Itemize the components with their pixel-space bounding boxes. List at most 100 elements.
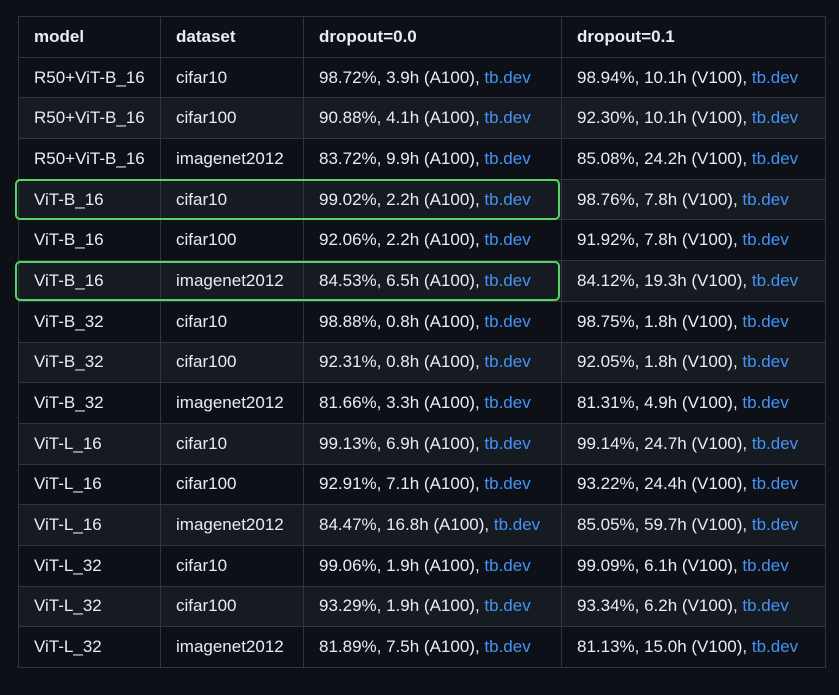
- cell-result-text: 84.12%, 19.3h (V100),: [577, 270, 752, 290]
- table-row: ViT-B_32 cifar10 98.88%, 0.8h (A100), tb.d…: [18, 300, 826, 343]
- tensorboard-link[interactable]: tb.dev: [742, 352, 789, 372]
- tensorboard-link[interactable]: tb.dev: [751, 433, 799, 453]
- tensorboard-link[interactable]: tb.dev: [484, 189, 531, 209]
- cell-result-text: 81.13%, 15.0h (V100),: [577, 637, 752, 657]
- cell-model: ViT-L_16: [18, 463, 161, 506]
- cell-dropout-0: 84.47%, 16.8h (A100), tb.dev: [303, 504, 562, 546]
- cell-model: ViT-B_32: [18, 341, 161, 384]
- tensorboard-link[interactable]: tb.dev: [484, 230, 531, 250]
- table-row: ViT-B_16 cifar10 99.02%, 2.2h (A100), tb.d…: [18, 178, 826, 221]
- table-header-row: model dataset dropout=0.0 dropout=0.1: [18, 16, 826, 58]
- tensorboard-link[interactable]: tb.dev: [742, 596, 789, 616]
- tensorboard-link[interactable]: tb.dev: [751, 108, 799, 128]
- tensorboard-link[interactable]: tb.dev: [484, 67, 531, 87]
- cell-dataset: cifar100: [160, 585, 304, 628]
- cell-model: ViT-B_32: [18, 382, 161, 424]
- tensorboard-link[interactable]: tb.dev: [751, 637, 799, 657]
- cell-dataset: cifar100: [160, 463, 304, 506]
- tensorboard-link[interactable]: tb.dev: [751, 148, 799, 168]
- tensorboard-link[interactable]: tb.dev: [742, 311, 789, 331]
- cell-model: R50+ViT-B_16: [18, 56, 161, 99]
- table-row: ViT-L_16 imagenet2012 84.47%, 16.8h (A100)…: [18, 504, 826, 546]
- cell-model: ViT-B_16: [18, 178, 161, 221]
- tensorboard-link[interactable]: tb.dev: [484, 555, 531, 575]
- tensorboard-link[interactable]: tb.dev: [751, 474, 799, 494]
- cell-dropout-1: 93.34%, 6.2h (V100), tb.dev: [561, 585, 826, 628]
- cell-dropout-1: 81.31%, 4.9h (V100), tb.dev: [561, 382, 826, 424]
- cell-result-text: 91.92%, 7.8h (V100),: [577, 230, 743, 250]
- cell-dropout-1: 93.22%, 24.4h (V100), tb.dev: [561, 463, 826, 506]
- cell-dropout-0: 81.89%, 7.5h (A100), tb.dev: [303, 626, 562, 668]
- cell-result-text: 81.66%, 3.3h (A100),: [319, 393, 485, 413]
- tensorboard-link[interactable]: tb.dev: [742, 189, 789, 209]
- tensorboard-link[interactable]: tb.dev: [484, 108, 531, 128]
- tensorboard-link[interactable]: tb.dev: [751, 270, 799, 290]
- cell-result-text: 99.02%, 2.2h (A100),: [319, 189, 485, 209]
- tensorboard-link[interactable]: tb.dev: [493, 515, 541, 535]
- cell-result-text: 92.05%, 1.8h (V100),: [577, 352, 743, 372]
- tensorboard-link[interactable]: tb.dev: [484, 393, 531, 413]
- cell-dataset: cifar10: [160, 300, 304, 343]
- table-row: ViT-B_16 cifar100 92.06%, 2.2h (A100), tb.…: [18, 219, 826, 262]
- cell-result-text: 92.30%, 10.1h (V100),: [577, 108, 752, 128]
- cell-result-text: 98.94%, 10.1h (V100),: [577, 67, 752, 87]
- table-row: ViT-L_16 cifar100 92.91%, 7.1h (A100), tb.…: [18, 463, 826, 506]
- cell-result-text: 84.53%, 6.5h (A100),: [319, 270, 485, 290]
- table-row: ViT-B_16 imagenet2012 84.53%, 6.5h (A100),…: [18, 260, 826, 302]
- table-row: ViT-L_32 imagenet2012 81.89%, 7.5h (A100),…: [18, 626, 826, 668]
- tensorboard-link[interactable]: tb.dev: [751, 67, 799, 87]
- cell-result-text: 92.31%, 0.8h (A100),: [319, 352, 485, 372]
- cell-result-text: 99.06%, 1.9h (A100),: [319, 555, 485, 575]
- header-dataset: dataset: [160, 16, 304, 58]
- table-row: R50+ViT-B_16 cifar10 98.72%, 3.9h (A100), …: [18, 56, 826, 99]
- cell-result-text: 99.09%, 6.1h (V100),: [577, 555, 743, 575]
- cell-model: R50+ViT-B_16: [18, 97, 161, 140]
- cell-dataset: cifar100: [160, 341, 304, 384]
- header-dropout-1: dropout=0.1: [561, 16, 826, 58]
- tensorboard-link[interactable]: tb.dev: [742, 230, 789, 250]
- tensorboard-link[interactable]: tb.dev: [484, 270, 531, 290]
- cell-dataset: cifar100: [160, 97, 304, 140]
- cell-result-text: 93.29%, 1.9h (A100),: [319, 596, 485, 616]
- cell-model: ViT-L_16: [18, 504, 161, 546]
- cell-result-text: 85.08%, 24.2h (V100),: [577, 148, 752, 168]
- tensorboard-link[interactable]: tb.dev: [484, 311, 531, 331]
- tensorboard-link[interactable]: tb.dev: [484, 352, 531, 372]
- cell-model: R50+ViT-B_16: [18, 138, 161, 180]
- cell-result-text: 83.72%, 9.9h (A100),: [319, 148, 485, 168]
- cell-result-text: 98.75%, 1.8h (V100),: [577, 311, 743, 331]
- cell-model: ViT-B_32: [18, 300, 161, 343]
- table-row: ViT-L_16 cifar10 99.13%, 6.9h (A100), tb.d…: [18, 422, 826, 465]
- results-table: model dataset dropout=0.0 dropout=0.1 R5…: [18, 16, 826, 668]
- tensorboard-link[interactable]: tb.dev: [751, 515, 799, 535]
- cell-dataset: imagenet2012: [160, 504, 304, 546]
- tensorboard-link[interactable]: tb.dev: [742, 393, 789, 413]
- tensorboard-link[interactable]: tb.dev: [484, 596, 531, 616]
- cell-dropout-1: 92.05%, 1.8h (V100), tb.dev: [561, 341, 826, 384]
- cell-result-text: 93.34%, 6.2h (V100),: [577, 596, 743, 616]
- cell-dataset: imagenet2012: [160, 260, 304, 302]
- tensorboard-link[interactable]: tb.dev: [484, 637, 531, 657]
- tensorboard-link[interactable]: tb.dev: [484, 474, 531, 494]
- cell-result-text: 85.05%, 59.7h (V100),: [577, 515, 752, 535]
- cell-dropout-1: 98.75%, 1.8h (V100), tb.dev: [561, 300, 826, 343]
- tensorboard-link[interactable]: tb.dev: [484, 433, 531, 453]
- cell-result-text: 90.88%, 4.1h (A100),: [319, 108, 485, 128]
- cell-dataset: cifar10: [160, 544, 304, 587]
- cell-dropout-0: 92.91%, 7.1h (A100), tb.dev: [303, 463, 562, 506]
- cell-dropout-0: 99.02%, 2.2h (A100), tb.dev: [303, 178, 562, 221]
- cell-result-text: 99.13%, 6.9h (A100),: [319, 433, 485, 453]
- cell-dropout-0: 98.88%, 0.8h (A100), tb.dev: [303, 300, 562, 343]
- cell-model: ViT-B_16: [18, 219, 161, 262]
- cell-dropout-1: 99.14%, 24.7h (V100), tb.dev: [561, 422, 826, 465]
- tensorboard-link[interactable]: tb.dev: [484, 148, 531, 168]
- header-model: model: [18, 16, 161, 58]
- cell-dataset: cifar10: [160, 56, 304, 99]
- tensorboard-link[interactable]: tb.dev: [742, 555, 789, 575]
- cell-result-text: 81.31%, 4.9h (V100),: [577, 393, 743, 413]
- cell-dropout-1: 99.09%, 6.1h (V100), tb.dev: [561, 544, 826, 587]
- cell-dropout-0: 83.72%, 9.9h (A100), tb.dev: [303, 138, 562, 180]
- cell-dataset: imagenet2012: [160, 382, 304, 424]
- cell-dropout-0: 90.88%, 4.1h (A100), tb.dev: [303, 97, 562, 140]
- cell-dropout-1: 85.05%, 59.7h (V100), tb.dev: [561, 504, 826, 546]
